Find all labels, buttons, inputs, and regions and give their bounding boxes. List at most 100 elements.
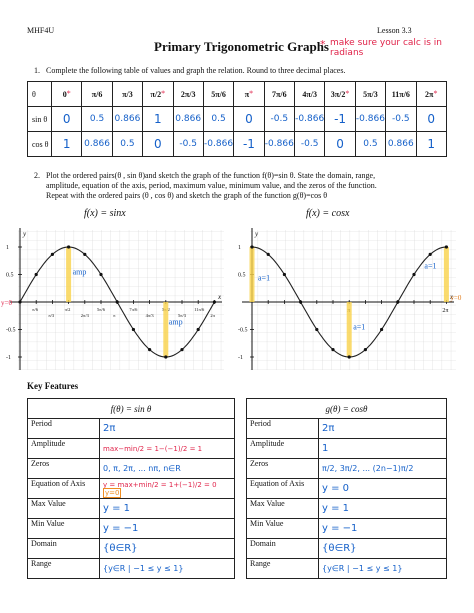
cos-range: {y∈R | −1 ≤ y ≤ 1} — [318, 558, 447, 579]
cos-value-cell: 0 — [142, 131, 174, 157]
sin-amplitude: max−min/2 = 1−(−1)/2 = 1 — [99, 438, 235, 459]
x-tick-label: π/6 — [32, 307, 39, 312]
x-tick-label: 2π — [442, 308, 448, 314]
cos-table-title: g(θ) = cosθ — [246, 398, 447, 419]
radians-note: make sure your calc is in radians — [330, 38, 442, 58]
theta-cell: π/6 — [81, 81, 113, 107]
period-label: Period — [27, 418, 100, 439]
amplitude-highlight — [249, 247, 255, 302]
data-point — [266, 252, 270, 256]
sin-value-cell: 0.866 — [111, 106, 144, 132]
data-point — [99, 272, 103, 277]
amplitude-highlight — [443, 247, 449, 302]
amp-label: amp — [169, 318, 183, 327]
data-point — [67, 245, 71, 249]
theta-cell: 5π/3 — [354, 81, 387, 107]
cos-axis: y = 0 — [318, 478, 447, 499]
cos-value-cell: 1 — [415, 131, 447, 157]
cos-value-cell: -0.866 — [263, 131, 296, 157]
sin-table-title: f(θ) = sin θ — [27, 398, 235, 419]
sin-value-cell: -1 — [324, 106, 356, 132]
x-tick-label: 5π/6 — [97, 307, 106, 312]
y-tick-label: 1 — [6, 245, 9, 251]
cos-value-cell: -0.5 — [172, 131, 204, 157]
domain-label: Domain — [27, 538, 100, 559]
theta-value: π/3 — [122, 89, 133, 99]
min-label: Min Value — [27, 518, 100, 539]
cos-value-cell: 0.5 — [111, 131, 144, 157]
theta-cell: 0* — [50, 81, 83, 107]
cos-min: y = −1 — [318, 518, 447, 539]
y-tick-label: -1 — [238, 355, 243, 361]
sin-domain: {θ∈R} — [99, 538, 235, 559]
data-point — [250, 245, 254, 249]
x-tick-label: 5π/3 — [178, 313, 187, 318]
y-tick-label: -0.5 — [238, 328, 248, 334]
data-point — [212, 300, 216, 304]
sin-value-cell: -0.5 — [385, 106, 417, 132]
sin-axis-work: y = max+min/2 = 1+(−1)/2 = 0 — [103, 480, 217, 489]
sin-zeros: 0, π, 2π, ... nπ, n∈R — [99, 458, 235, 479]
data-point — [331, 348, 335, 352]
cos-max: y = 1 — [318, 498, 447, 519]
x-tick-label: 4π/3 — [146, 313, 155, 318]
theta-cell: 2π/3 — [172, 81, 204, 107]
axis-label: Equation of Axis — [246, 478, 319, 499]
cos-value-cell: -0.5 — [293, 131, 326, 157]
theta-value: 5π/6 — [211, 89, 226, 99]
data-point — [282, 272, 286, 277]
course-code: MHF4U — [27, 26, 55, 35]
cos-features-table: g(θ) = cosθ Period 2π Amplitude 1 Zeros π/2… — [246, 398, 447, 579]
sin-graph: xy10.5-0.5-1π/6π/3π/22π/35π/6π7π/64π/33π… — [1, 228, 222, 370]
theta-value: 0 — [62, 89, 67, 99]
theta-value: π — [244, 89, 250, 99]
max-label: Max Value — [27, 498, 100, 519]
theta-value: 4π/3 — [302, 89, 317, 99]
sin-max: y = 1 — [99, 498, 235, 519]
data-point — [18, 300, 22, 304]
sin-value-cell: -0.5 — [263, 106, 296, 132]
sin-value-cell: 0 — [415, 106, 447, 132]
amplitude-highlight — [346, 302, 352, 357]
graphs-canvas: xy10.5-0.5-1π/6π/3π/22π/35π/6π7π/64π/33π… — [1, 228, 462, 370]
sin-value-cell: 0 — [50, 106, 83, 132]
data-point — [347, 355, 351, 359]
cos-value-cell: 0.5 — [354, 131, 387, 157]
sin-value-cell: -0.866 — [293, 106, 326, 132]
theta-value: 11π/6 — [391, 89, 410, 99]
sin-axis-answer-box: y=0 — [103, 487, 122, 498]
a-label: a=1 — [353, 323, 365, 332]
q1-instructions: Complete the following table of values a… — [46, 66, 346, 75]
cos-value-cell: 1 — [50, 131, 83, 157]
theta-value: 7π/6 — [272, 89, 287, 99]
min-label: Min Value — [246, 518, 319, 539]
data-point — [396, 300, 400, 304]
cos-period: 2π — [318, 418, 447, 439]
data-point — [363, 348, 367, 352]
data-point — [131, 327, 135, 332]
sin-value-cell: -0.866 — [354, 106, 387, 132]
theta-value: 2π — [425, 89, 434, 99]
data-point — [412, 272, 416, 277]
amplitude-highlight — [66, 247, 72, 302]
data-point — [50, 252, 55, 256]
x-tick-label: 11π/6 — [194, 307, 205, 312]
theta-value: 2π/3 — [180, 89, 196, 99]
row-label-theta: θ — [27, 81, 52, 107]
theta-value: π/6 — [91, 89, 103, 99]
axis-equation-label: y=0 — [1, 299, 12, 307]
row-label-sin: sin θ — [27, 106, 52, 132]
data-point — [315, 327, 319, 332]
x-tick-label: π/3 — [48, 313, 55, 318]
star-mark: * — [345, 89, 350, 99]
theta-cell: 7π/6 — [263, 81, 296, 107]
cos-grid — [250, 230, 456, 370]
page-title: Primary Trigonometric Graphs — [154, 39, 329, 54]
data-point — [83, 252, 87, 256]
y-tick-label: 0.5 — [6, 273, 14, 279]
a-label: a=1 — [424, 262, 436, 271]
data-point — [380, 327, 384, 332]
sin-range: {y∈R | −1 ≤ y ≤ 1} — [99, 558, 235, 579]
cos-zeros: π/2, 3π/2, ... (2n−1)π/2 — [318, 458, 447, 479]
